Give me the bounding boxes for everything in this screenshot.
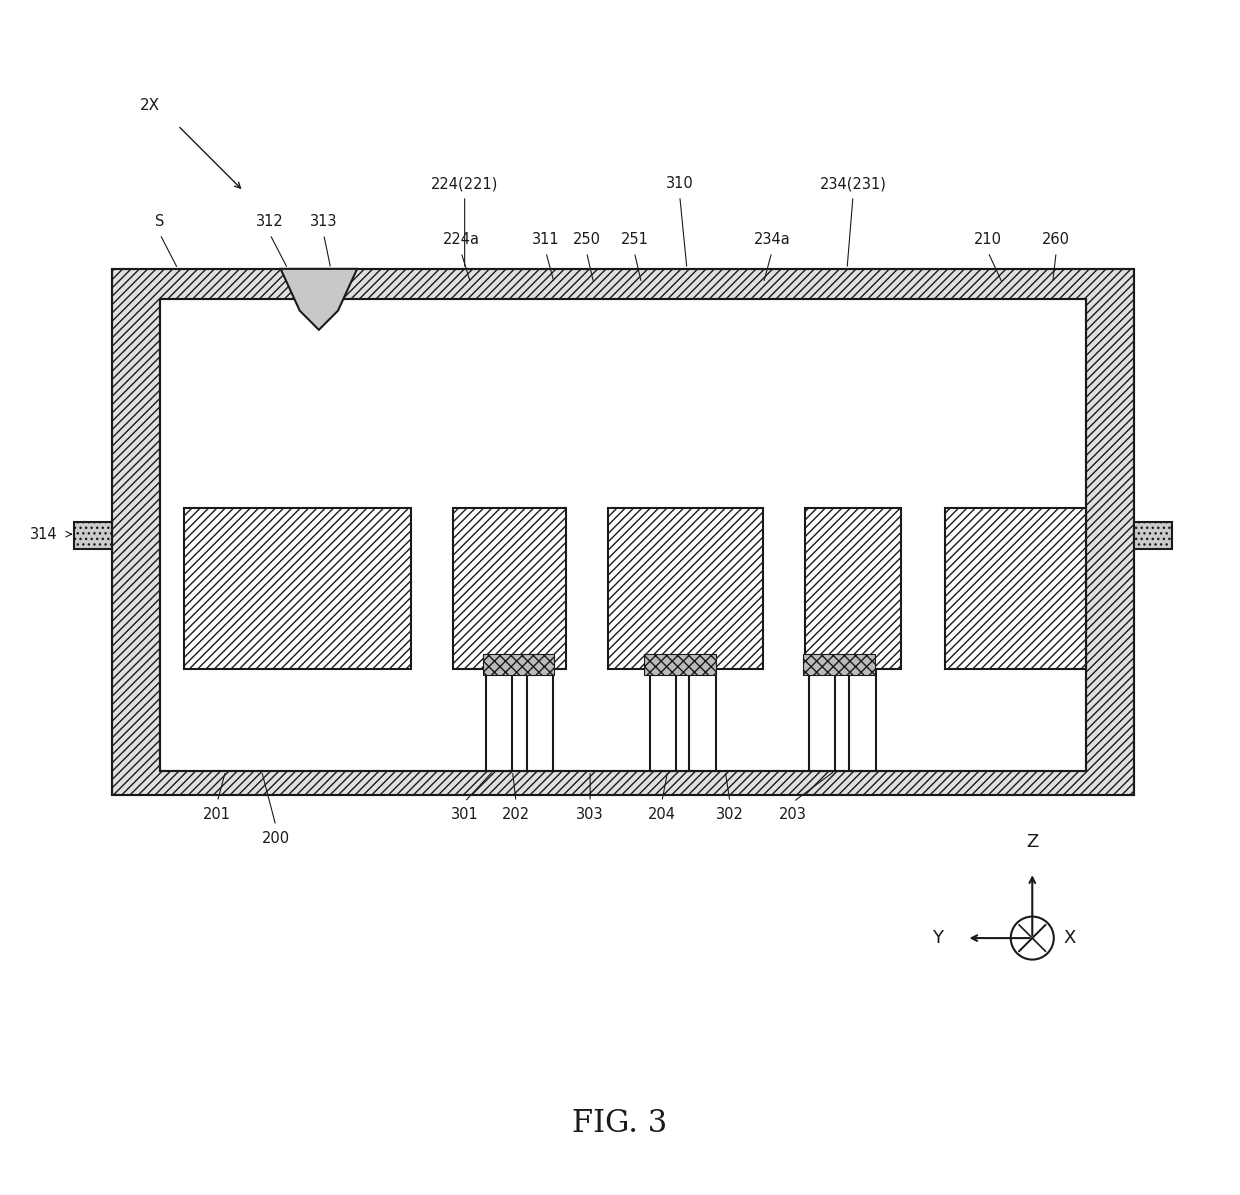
Text: 301: 301	[451, 807, 479, 822]
Bar	[527, 669, 553, 771]
Bar	[486, 669, 512, 771]
Bar	[689, 669, 715, 771]
Text: Z: Z	[1027, 833, 1038, 851]
Text: 313: 313	[310, 214, 337, 229]
Bar	[453, 508, 567, 669]
Text: 202: 202	[502, 807, 529, 822]
Bar	[74, 522, 112, 549]
Text: 210: 210	[975, 232, 1002, 247]
Text: 251: 251	[620, 232, 649, 247]
Text: 224(221): 224(221)	[432, 176, 498, 191]
Text: 2X: 2X	[140, 98, 160, 114]
Text: 302: 302	[715, 807, 744, 822]
Bar	[112, 269, 1133, 795]
Bar	[608, 508, 764, 669]
Text: 200: 200	[262, 831, 290, 846]
Bar	[945, 508, 1086, 669]
Text: 250: 250	[573, 232, 600, 247]
Text: 204: 204	[647, 807, 676, 822]
Text: 234(231): 234(231)	[820, 176, 887, 191]
Bar	[1133, 522, 1172, 549]
Text: 203: 203	[779, 807, 807, 822]
Bar	[160, 299, 1086, 771]
Text: 311: 311	[532, 232, 559, 247]
Text: 224a: 224a	[443, 232, 480, 247]
Text: 303: 303	[577, 807, 604, 822]
Bar	[805, 508, 900, 669]
Bar	[650, 669, 676, 771]
Text: 310: 310	[666, 176, 693, 191]
Bar	[802, 654, 874, 675]
Bar	[849, 669, 875, 771]
Bar	[112, 269, 1133, 795]
Text: Y: Y	[931, 929, 942, 948]
Polygon shape	[280, 269, 357, 330]
Text: 312: 312	[255, 214, 284, 229]
Text: 234a: 234a	[754, 232, 790, 247]
Text: S: S	[155, 214, 165, 229]
Text: X: X	[1064, 929, 1076, 948]
Bar	[160, 299, 1086, 771]
Bar	[482, 654, 554, 675]
Bar	[644, 654, 715, 675]
Circle shape	[1011, 917, 1054, 960]
Bar	[808, 669, 835, 771]
Text: 201: 201	[203, 807, 232, 822]
Text: 314: 314	[30, 527, 58, 541]
Bar	[184, 508, 410, 669]
Text: FIG. 3: FIG. 3	[573, 1108, 667, 1139]
Text: 260: 260	[1042, 232, 1070, 247]
